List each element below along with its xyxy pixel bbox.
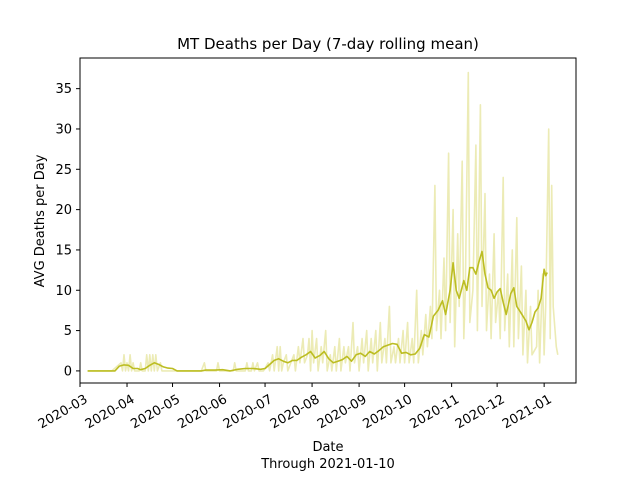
x-axis-label: Date <box>312 440 343 455</box>
y-tick-label: 30 <box>55 122 72 137</box>
y-tick-label: 5 <box>64 324 72 339</box>
plot-frame <box>79 57 577 384</box>
y-axis-label: AVG Deaths per Day <box>33 154 48 287</box>
y-axis: 0 5 10 15 20 25 30 35 <box>55 82 80 379</box>
daily-deaths-line <box>87 71 559 372</box>
y-tick-label: 35 <box>55 82 72 97</box>
series-layer <box>87 71 559 372</box>
y-tick-label: 0 <box>64 364 72 379</box>
rolling-mean-line <box>87 250 548 372</box>
y-tick-label: 20 <box>55 203 72 218</box>
y-tick-label: 25 <box>55 163 72 178</box>
y-tick-label: 10 <box>55 284 72 299</box>
y-tick-label: 15 <box>55 243 72 258</box>
x-axis-note: Through 2021-01-10 <box>260 457 395 472</box>
chart-title: MT Deaths per Day (7-day rolling mean) <box>177 35 479 53</box>
